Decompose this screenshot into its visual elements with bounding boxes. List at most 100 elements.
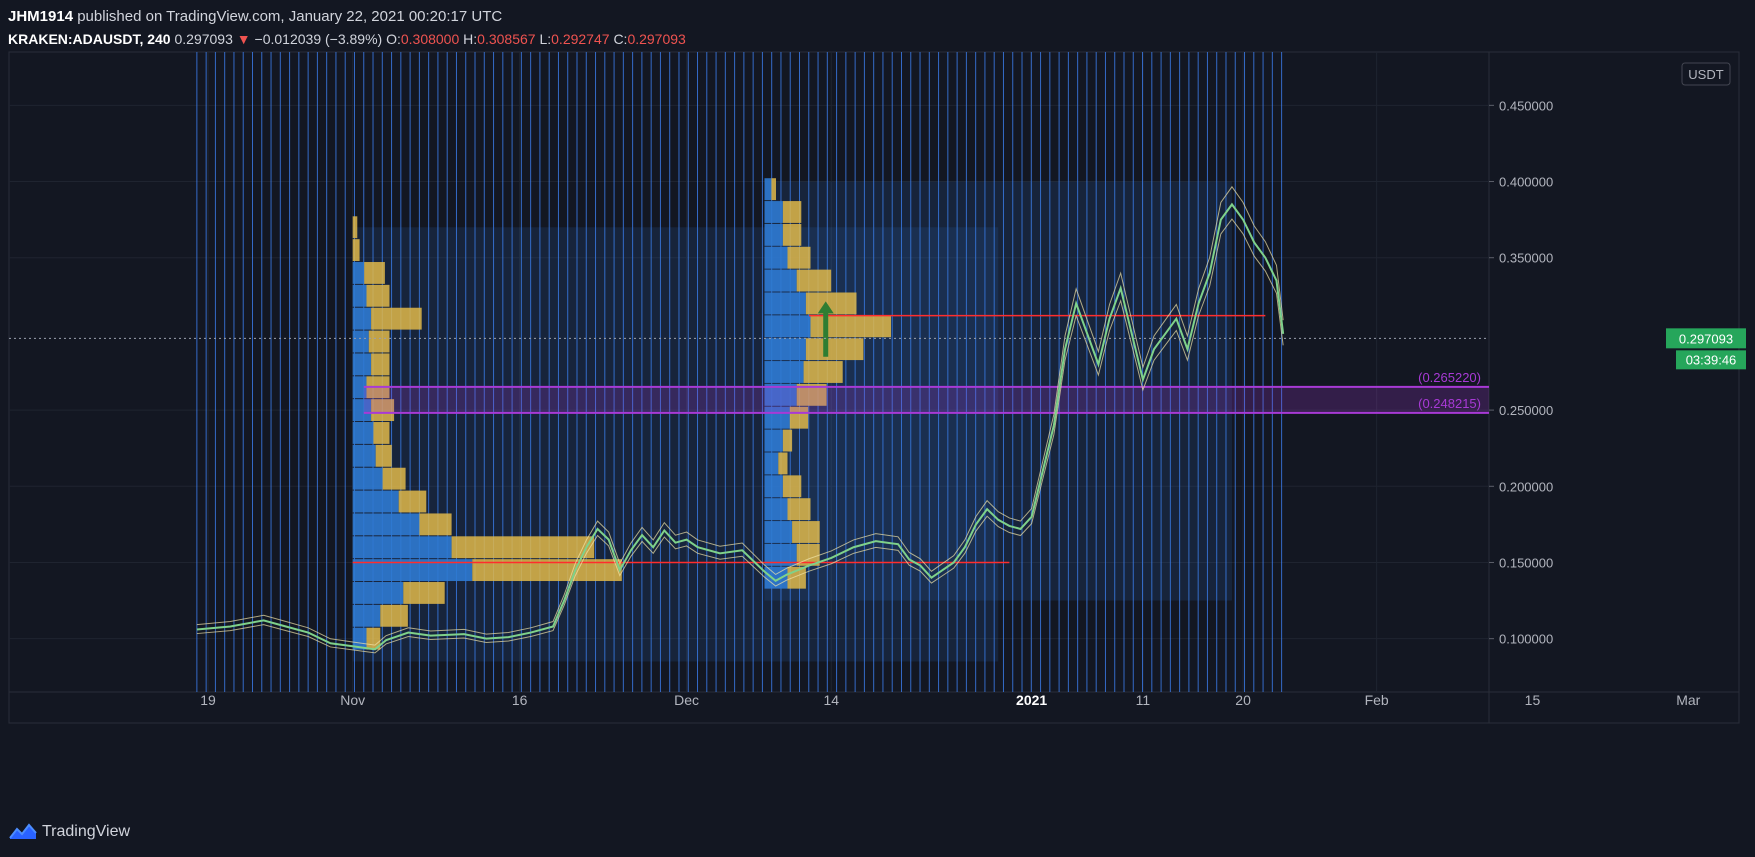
x-tick-label: 11 <box>1136 692 1151 708</box>
y-tick-label: 0.250000 <box>1499 403 1553 418</box>
profile-bar-up <box>782 475 802 498</box>
y-tick-label: 0.400000 <box>1499 175 1553 190</box>
y-tick-label: 0.350000 <box>1499 251 1553 266</box>
profile-bar-down <box>764 315 811 338</box>
profile-bar-up <box>803 361 843 383</box>
profile-bar-up <box>782 429 793 452</box>
zone-low-label: (0.248215) <box>1418 396 1481 411</box>
profile-bar-down <box>764 246 788 269</box>
profile-bar-up <box>398 490 427 513</box>
profile-bar-up <box>796 543 820 566</box>
profile-bar-down <box>764 223 783 246</box>
profile-bar-up <box>419 513 452 536</box>
profile-bar-down <box>764 269 797 292</box>
currency-label: USDT <box>1688 67 1723 82</box>
profile-bar-up <box>782 223 802 246</box>
y-tick-label: 0.150000 <box>1499 555 1553 570</box>
profile-bar-down <box>764 521 793 543</box>
profile-bar-up <box>792 521 820 543</box>
profile-bar-down <box>352 444 376 467</box>
close-value: 0.297093 <box>627 31 686 47</box>
support-zone: (0.265220) (0.248215) <box>363 370 1489 414</box>
profile-bar-up <box>787 246 811 269</box>
profile-bar-down <box>764 475 783 498</box>
volume-profile-1 <box>352 216 999 662</box>
profile-bar-down <box>352 559 473 582</box>
y-tick-label: 0.200000 <box>1499 479 1553 494</box>
profile-bar-up <box>375 444 392 467</box>
profile-bar-down <box>764 361 804 383</box>
profile-bar-down <box>764 201 783 223</box>
open-label: O: <box>386 31 401 47</box>
countdown-value: 03:39:46 <box>1686 352 1737 367</box>
profile-bar-up <box>373 422 390 444</box>
x-tick-label: Feb <box>1365 692 1389 708</box>
low-label: L: <box>539 31 552 47</box>
down-arrow-icon: ▼ <box>236 31 251 47</box>
profile-bar-up <box>787 498 811 521</box>
profile-bar-up <box>451 536 595 559</box>
tradingview-logo-icon[interactable] <box>8 822 38 842</box>
x-tick-label: Dec <box>674 692 699 708</box>
high-label: H: <box>463 31 478 47</box>
profile-bar-down <box>764 498 788 521</box>
countdown-badge: 03:39:46 <box>1676 350 1746 370</box>
currency-badge: USDT <box>1681 62 1731 86</box>
profile-bar-down <box>764 178 772 201</box>
last-price-value: 0.297093 <box>1679 331 1733 346</box>
x-tick-label: 20 <box>1235 692 1251 708</box>
y-tick-label: 0.100000 <box>1499 632 1553 647</box>
profile-bar-up <box>796 383 827 406</box>
profile-bar-down <box>352 627 367 650</box>
profile-bar-up <box>371 353 390 376</box>
publish-info: published on TradingView.com, January 22… <box>77 8 503 25</box>
profile-area <box>352 227 999 662</box>
footer-brand[interactable]: TradingView <box>42 823 131 840</box>
profile-bar-down <box>352 582 404 604</box>
profile-bar-up <box>472 559 622 582</box>
profile-area <box>764 181 1232 601</box>
profile-bar-down <box>764 338 806 361</box>
price-line <box>196 202 1285 651</box>
profile-bar-up <box>352 216 358 239</box>
profile-bar-down <box>352 284 367 307</box>
profile-bar-down <box>352 399 372 422</box>
profile-bar-up <box>810 315 891 338</box>
profile-bar-up <box>380 604 408 627</box>
profile-bar-down <box>352 307 372 330</box>
profile-bar-down <box>352 604 381 627</box>
profile-bar-down <box>352 536 452 559</box>
symbol-name[interactable]: KRAKEN:ADAUSDT, 240 <box>8 31 171 47</box>
profile-bar-up <box>352 239 360 262</box>
open-value: 0.308000 <box>400 31 460 47</box>
profile-bar-down <box>352 262 365 284</box>
profile-bar-up <box>382 467 406 490</box>
candle-high-outline <box>196 185 1284 646</box>
profile-bar-down <box>352 490 399 513</box>
profile-bar-down <box>764 292 806 315</box>
candle-low-outline <box>196 218 1284 654</box>
low-value: 0.292747 <box>551 31 610 47</box>
profile-bar-down <box>764 429 783 452</box>
last-price-text: 0.297093 <box>174 31 233 47</box>
profile-bar-up <box>796 269 832 292</box>
volume-profile-2 <box>764 178 1232 601</box>
x-tick-label: 15 <box>1525 692 1541 708</box>
zone-fill <box>363 386 1489 413</box>
profile-bar-down <box>764 383 797 406</box>
profile-bar-up <box>782 201 802 223</box>
author-name[interactable]: JHM1914 <box>8 8 74 25</box>
profile-bar-up <box>403 582 445 604</box>
profile-bar-down <box>352 353 372 376</box>
profile-bar-down <box>352 467 383 490</box>
profile-bar-up <box>364 262 385 284</box>
profile-bar-down <box>352 330 369 353</box>
x-tick-label: 16 <box>512 692 528 708</box>
high-value: 0.308567 <box>477 31 536 47</box>
profile-bar-up <box>366 284 390 307</box>
profile-bar-down <box>352 376 367 399</box>
publish-line: JHM1914 published on TradingView.com, Ja… <box>8 6 686 28</box>
profile-bar-up <box>771 178 776 201</box>
chart-header: JHM1914 published on TradingView.com, Ja… <box>8 6 686 50</box>
